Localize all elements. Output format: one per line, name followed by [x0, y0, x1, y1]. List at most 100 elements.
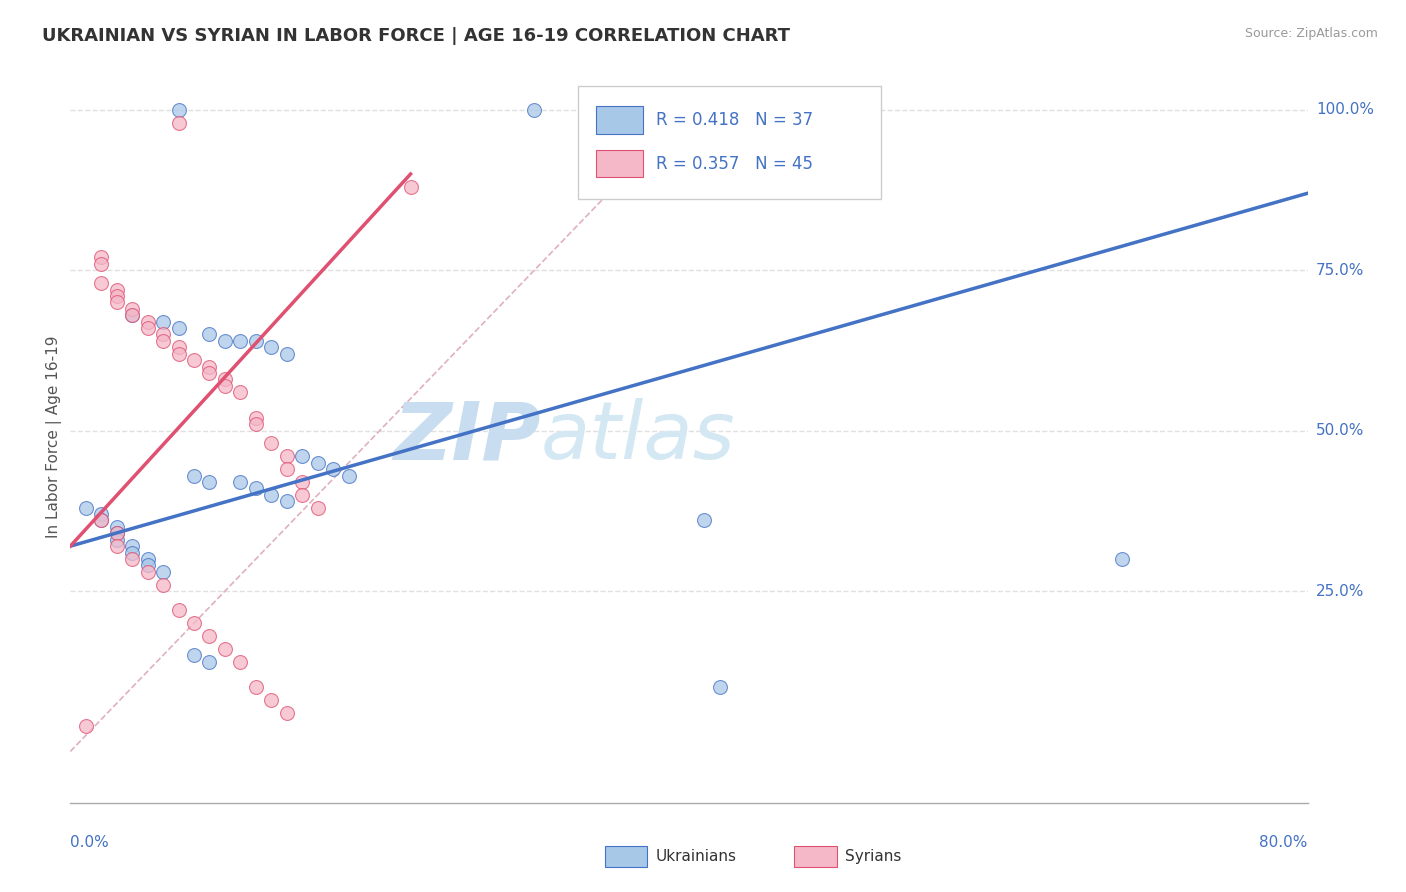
Point	[121, 308, 143, 322]
Point	[229, 334, 252, 348]
Point	[245, 482, 267, 496]
Point	[245, 417, 267, 432]
Point	[167, 603, 190, 617]
Point	[214, 378, 236, 392]
Point	[121, 301, 143, 316]
Point	[229, 385, 252, 400]
Text: R = 0.418   N = 37: R = 0.418 N = 37	[655, 111, 813, 128]
Point	[260, 436, 283, 450]
Point	[152, 334, 174, 348]
Text: 75.0%: 75.0%	[1316, 263, 1364, 277]
Point	[121, 545, 143, 559]
Point	[214, 641, 236, 656]
Point	[152, 327, 174, 342]
Point	[276, 346, 298, 360]
Point	[136, 321, 159, 335]
Point	[1111, 552, 1133, 566]
Point	[214, 334, 236, 348]
Point	[105, 526, 128, 541]
Point	[229, 655, 252, 669]
Point	[523, 103, 546, 117]
Point	[136, 315, 159, 329]
Point	[276, 494, 298, 508]
Text: 50.0%: 50.0%	[1316, 423, 1364, 438]
Point	[198, 655, 221, 669]
Point	[136, 558, 159, 573]
Point	[183, 616, 205, 631]
Point	[152, 565, 174, 579]
Text: 0.0%: 0.0%	[70, 835, 110, 850]
Text: ZIP: ZIP	[394, 398, 540, 476]
Point	[276, 462, 298, 476]
Text: 25.0%: 25.0%	[1316, 583, 1364, 599]
Point	[167, 116, 190, 130]
FancyBboxPatch shape	[596, 106, 643, 134]
Point	[198, 629, 221, 643]
FancyBboxPatch shape	[596, 150, 643, 178]
Point	[183, 468, 205, 483]
Point	[90, 251, 112, 265]
Point	[245, 334, 267, 348]
Point	[75, 500, 97, 515]
Point	[105, 289, 128, 303]
Point	[167, 340, 190, 354]
Point	[260, 693, 283, 707]
Point	[105, 295, 128, 310]
Point	[198, 359, 221, 374]
Point	[276, 450, 298, 464]
Point	[136, 565, 159, 579]
Point	[105, 520, 128, 534]
Text: 100.0%: 100.0%	[1316, 103, 1374, 118]
Point	[121, 539, 143, 553]
Point	[245, 410, 267, 425]
Point	[136, 552, 159, 566]
Point	[214, 372, 236, 386]
Point	[105, 539, 128, 553]
Point	[322, 462, 344, 476]
Point	[105, 283, 128, 297]
Point	[121, 552, 143, 566]
Point	[152, 577, 174, 591]
Point	[121, 308, 143, 322]
Point	[276, 706, 298, 720]
Point	[105, 533, 128, 547]
Point	[152, 315, 174, 329]
Text: R = 0.357   N = 45: R = 0.357 N = 45	[655, 154, 813, 172]
Point	[260, 488, 283, 502]
Point	[709, 681, 731, 695]
Text: Syrians: Syrians	[845, 849, 901, 863]
Text: UKRAINIAN VS SYRIAN IN LABOR FORCE | AGE 16-19 CORRELATION CHART: UKRAINIAN VS SYRIAN IN LABOR FORCE | AGE…	[42, 27, 790, 45]
Text: Source: ZipAtlas.com: Source: ZipAtlas.com	[1244, 27, 1378, 40]
Point	[90, 514, 112, 528]
Text: atlas: atlas	[540, 398, 735, 476]
Point	[167, 346, 190, 360]
Y-axis label: In Labor Force | Age 16-19: In Labor Force | Age 16-19	[46, 335, 62, 539]
Point	[245, 681, 267, 695]
Point	[291, 450, 314, 464]
Point	[198, 327, 221, 342]
Point	[183, 353, 205, 368]
Point	[291, 475, 314, 489]
Point	[167, 321, 190, 335]
Point	[198, 366, 221, 380]
FancyBboxPatch shape	[578, 86, 880, 200]
Point	[307, 456, 329, 470]
Point	[399, 179, 422, 194]
Point	[90, 514, 112, 528]
Point	[693, 514, 716, 528]
Point	[90, 257, 112, 271]
Point	[90, 276, 112, 290]
Point	[307, 500, 329, 515]
Point	[75, 719, 97, 733]
Point	[198, 475, 221, 489]
Point	[90, 507, 112, 521]
Text: Ukrainians: Ukrainians	[655, 849, 737, 863]
Point	[337, 468, 360, 483]
Point	[229, 475, 252, 489]
Point	[260, 340, 283, 354]
Point	[167, 103, 190, 117]
Text: 80.0%: 80.0%	[1260, 835, 1308, 850]
Point	[291, 488, 314, 502]
Point	[105, 526, 128, 541]
Point	[183, 648, 205, 663]
